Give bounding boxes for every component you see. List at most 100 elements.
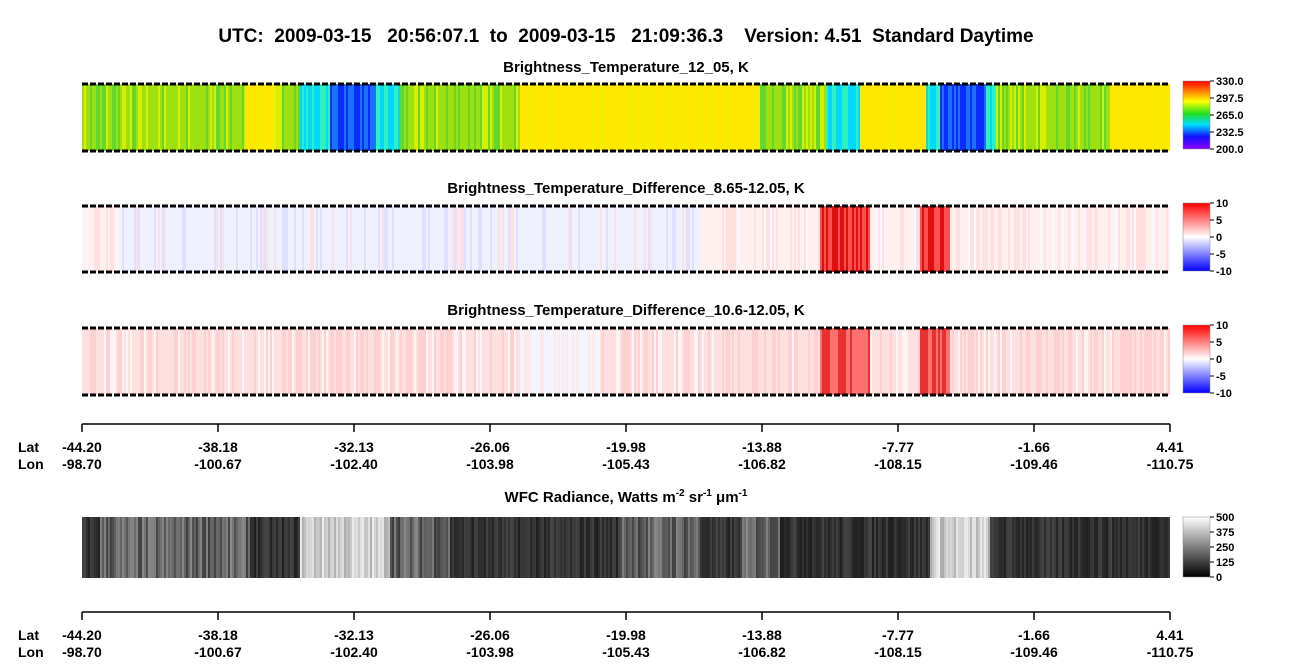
image-column bbox=[814, 206, 816, 272]
image-column bbox=[150, 206, 152, 272]
image-column bbox=[460, 84, 462, 151]
image-column bbox=[396, 517, 398, 578]
image-column bbox=[282, 328, 284, 395]
image-column bbox=[904, 328, 906, 395]
image-column bbox=[956, 328, 958, 395]
image-column bbox=[370, 84, 372, 151]
image-column bbox=[622, 517, 624, 578]
image-column bbox=[996, 206, 998, 272]
image-column bbox=[776, 328, 778, 395]
image-column bbox=[234, 206, 236, 272]
image-column bbox=[538, 206, 540, 272]
image-column bbox=[280, 328, 282, 395]
image-column bbox=[1152, 206, 1154, 272]
image-column bbox=[578, 517, 580, 578]
image-column bbox=[92, 517, 94, 578]
image-column bbox=[464, 84, 466, 151]
image-column bbox=[1046, 206, 1048, 272]
image-column bbox=[984, 84, 986, 151]
image-column bbox=[938, 328, 940, 395]
image-column bbox=[316, 517, 318, 578]
image-column bbox=[372, 328, 374, 395]
image-column bbox=[702, 517, 704, 578]
image-column bbox=[1100, 328, 1102, 395]
image-column bbox=[322, 517, 324, 578]
image-column bbox=[912, 517, 914, 578]
image-column bbox=[634, 206, 636, 272]
image-column bbox=[420, 517, 422, 578]
image-column bbox=[572, 328, 574, 395]
image-column bbox=[648, 517, 650, 578]
image-column bbox=[388, 84, 390, 151]
image-column bbox=[332, 206, 334, 272]
image-column bbox=[824, 206, 826, 272]
image-column bbox=[152, 206, 154, 272]
image-column bbox=[1110, 206, 1112, 272]
image-column bbox=[910, 84, 912, 151]
image-column bbox=[1076, 206, 1078, 272]
image-column bbox=[412, 517, 414, 578]
image-column bbox=[246, 517, 248, 578]
image-column bbox=[1168, 206, 1170, 272]
image-column bbox=[274, 328, 276, 395]
image-column bbox=[752, 206, 754, 272]
image-column bbox=[926, 206, 928, 272]
image-column bbox=[824, 517, 826, 578]
image-column bbox=[494, 328, 496, 395]
image-column bbox=[690, 517, 692, 578]
image-column bbox=[372, 206, 374, 272]
image-column bbox=[694, 84, 696, 151]
image-column bbox=[324, 206, 326, 272]
image-column bbox=[650, 206, 652, 272]
image-column bbox=[164, 328, 166, 395]
image-column bbox=[506, 84, 508, 151]
lat-tick-label: -32.13 bbox=[334, 627, 374, 643]
image-column bbox=[840, 206, 842, 272]
image-column bbox=[992, 517, 994, 578]
image-column bbox=[464, 206, 466, 272]
image-column bbox=[1156, 84, 1158, 151]
image-column bbox=[1134, 206, 1136, 272]
image-column bbox=[364, 328, 366, 395]
image-column bbox=[470, 206, 472, 272]
image-column bbox=[1024, 517, 1026, 578]
image-column bbox=[956, 206, 958, 272]
image-column bbox=[896, 328, 898, 395]
image-column bbox=[336, 84, 338, 151]
image-column bbox=[794, 206, 796, 272]
image-column bbox=[1116, 328, 1118, 395]
image-column bbox=[1148, 328, 1150, 395]
image-column bbox=[592, 206, 594, 272]
image-column bbox=[766, 84, 768, 151]
image-column bbox=[980, 206, 982, 272]
image-column bbox=[1168, 517, 1170, 578]
image-column bbox=[1016, 328, 1018, 395]
image-column bbox=[976, 206, 978, 272]
image-column bbox=[986, 84, 988, 151]
image-column bbox=[194, 206, 196, 272]
image-column bbox=[648, 84, 650, 151]
image-column bbox=[870, 517, 872, 578]
image-column bbox=[904, 84, 906, 151]
image-column bbox=[174, 517, 176, 578]
image-column bbox=[794, 517, 796, 578]
image-column bbox=[892, 206, 894, 272]
image-column bbox=[1052, 84, 1054, 151]
image-column bbox=[236, 517, 238, 578]
image-column bbox=[568, 206, 570, 272]
image-column bbox=[418, 328, 420, 395]
image-column bbox=[1012, 84, 1014, 151]
image-column bbox=[120, 206, 122, 272]
image-column bbox=[792, 328, 794, 395]
image-column bbox=[292, 328, 294, 395]
image-column bbox=[104, 517, 106, 578]
image-column bbox=[580, 206, 582, 272]
image-column bbox=[88, 206, 90, 272]
image-column bbox=[252, 328, 254, 395]
image-column bbox=[928, 206, 930, 272]
image-column bbox=[828, 84, 830, 151]
image-column bbox=[510, 328, 512, 395]
image-column bbox=[766, 206, 768, 272]
image-column bbox=[258, 328, 260, 395]
image-column bbox=[164, 84, 166, 151]
